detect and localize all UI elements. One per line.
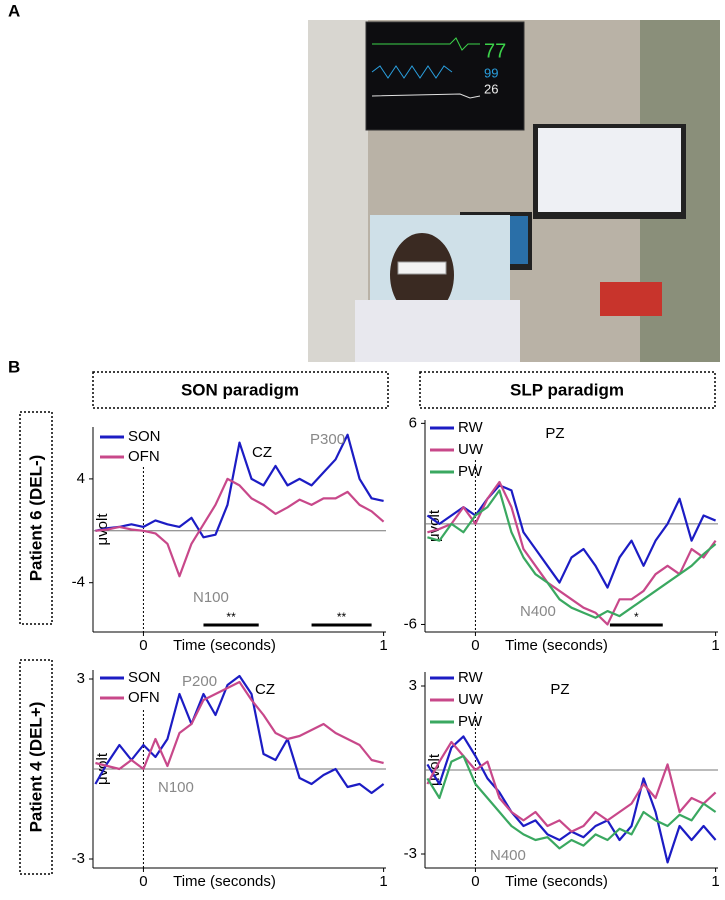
- photo: 77 99 26: [308, 20, 720, 362]
- y-tick-label: -3: [404, 845, 417, 862]
- y-tick-label: 4: [77, 470, 85, 487]
- annotation: N100: [193, 589, 229, 606]
- legend-label: RW: [458, 669, 484, 686]
- x-tick-label: 1: [711, 637, 719, 654]
- monitor-reading: 99: [484, 65, 498, 80]
- annotation: N400: [490, 847, 526, 864]
- annotation: P200: [182, 673, 217, 690]
- patient-title: Patient 4 (DEL+): [26, 702, 45, 833]
- annotation: N100: [158, 779, 194, 796]
- series-line: [95, 680, 384, 771]
- y-tick-label: -4: [72, 574, 85, 591]
- legend-label: OFN: [128, 689, 160, 706]
- legend-label: OFN: [128, 448, 160, 465]
- series-line: [94, 674, 385, 795]
- y-tick-label: 3: [409, 677, 417, 694]
- series-line: [95, 477, 385, 578]
- x-tick-label: 1: [379, 873, 387, 890]
- y-tick-label: -6: [404, 615, 417, 632]
- x-axis-label: Time (seconds): [173, 637, 276, 654]
- monitor-reading: 77: [484, 40, 506, 62]
- series-line: [426, 740, 717, 833]
- series-line: [95, 433, 384, 539]
- legend-label: UW: [458, 691, 484, 708]
- x-axis-label: Time (seconds): [173, 873, 276, 890]
- legend-label: PW: [458, 713, 483, 730]
- chart-title: PZ: [550, 681, 569, 698]
- y-tick-label: 6: [409, 414, 417, 431]
- series-line: [427, 489, 717, 619]
- chart-title: PZ: [545, 425, 564, 442]
- x-axis-label: Time (seconds): [505, 637, 608, 654]
- x-tick-label: 0: [471, 873, 479, 890]
- panel-label: A: [8, 1, 20, 20]
- chart: 3 -3 0 1 Time (seconds) μvolt CZ SON OFN P200 N100: [72, 669, 388, 890]
- series-line: [426, 484, 717, 589]
- series-line: [426, 754, 717, 850]
- annotation: P300: [310, 431, 345, 448]
- x-axis-label: Time (seconds): [505, 873, 608, 890]
- chart-title: CZ: [255, 681, 275, 698]
- x-tick-label: 1: [711, 873, 719, 890]
- x-tick-label: 1: [379, 637, 387, 654]
- y-tick-label: 3: [77, 670, 85, 687]
- significance-label: **: [337, 610, 347, 624]
- legend-label: RW: [458, 419, 484, 436]
- x-tick-label: 0: [471, 637, 479, 654]
- x-tick-label: 0: [139, 637, 147, 654]
- monitor-reading: 26: [484, 81, 498, 96]
- legend-label: UW: [458, 441, 484, 458]
- panel-label: B: [8, 357, 20, 376]
- y-axis-label: μvolt: [94, 752, 111, 785]
- patient-header: Patient 6 (DEL-) Patient 4 (DEL+): [19, 411, 53, 875]
- annotation: N400: [520, 603, 556, 620]
- paradigm-title: SON paradigm: [181, 380, 299, 399]
- series-line: [426, 735, 717, 864]
- chart-title: CZ: [252, 444, 272, 461]
- legend-label: SON: [128, 669, 161, 686]
- paradigm-header: SON paradigm SLP paradigm: [92, 371, 716, 409]
- series-line: [427, 480, 717, 626]
- significance-label: **: [226, 610, 236, 624]
- y-tick-label: -3: [72, 850, 85, 867]
- x-tick-label: 0: [139, 873, 147, 890]
- patient-title: Patient 6 (DEL-): [26, 455, 45, 582]
- significance-label: *: [634, 610, 639, 624]
- paradigm-title: SLP paradigm: [510, 380, 624, 399]
- legend-label: SON: [128, 428, 161, 445]
- legend-label: PW: [458, 463, 483, 480]
